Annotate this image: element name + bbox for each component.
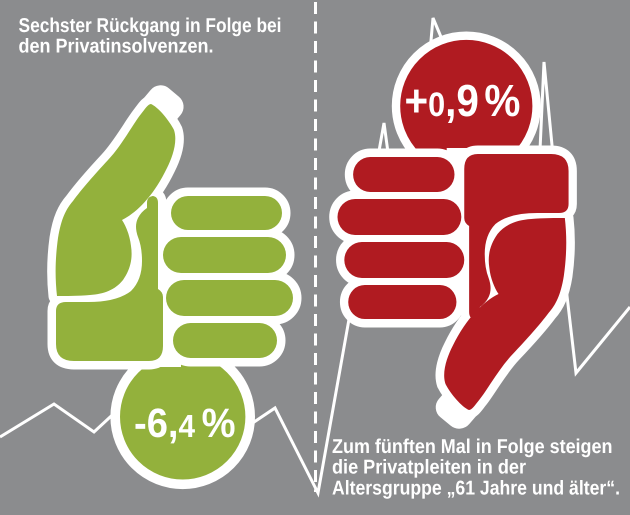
svg-text:-6,4%: -6,4%: [134, 400, 235, 446]
svg-text:Altersgruppe „61 Jahre und ält: Altersgruppe „61 Jahre und älter“.: [332, 477, 620, 499]
svg-text:Zum fünften Mal in Folge steig: Zum fünften Mal in Folge steigen: [332, 436, 613, 458]
svg-text:+0,9%: +0,9%: [405, 75, 521, 126]
svg-text:den Privatinsolvenzen.: den Privatinsolvenzen.: [19, 36, 214, 58]
svg-text:Sechster Rückgang in Folge bei: Sechster Rückgang in Folge bei: [19, 15, 282, 37]
svg-text:die Privatpleiten in der: die Privatpleiten in der: [332, 457, 526, 479]
